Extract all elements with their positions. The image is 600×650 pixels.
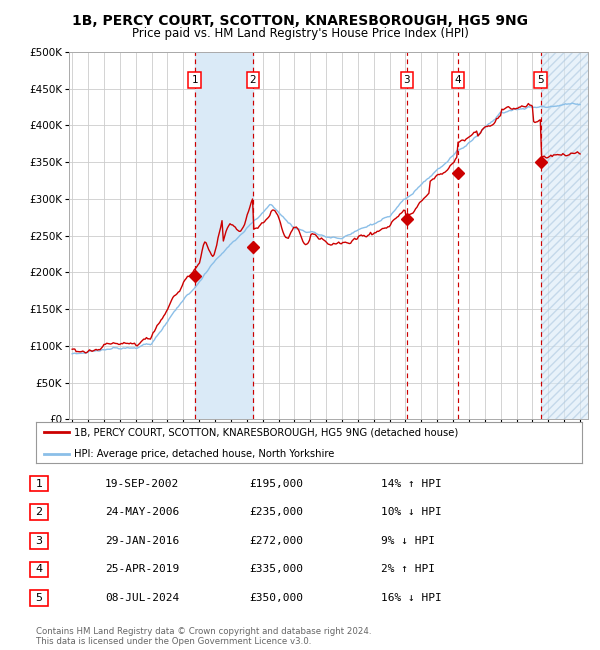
Bar (195, 52, 253, 419)
Text: 1B, PERCY COURT, SCOTTON, KNARESBOROUGH, HG5 9NG (detached house): 1B, PERCY COURT, SCOTTON, KNARESBOROUGH,… (74, 427, 458, 437)
Text: 1: 1 (191, 75, 198, 85)
Text: 3: 3 (35, 536, 43, 546)
Text: 5: 5 (538, 75, 544, 85)
Text: HPI: Average price, detached house, North Yorkshire: HPI: Average price, detached house, Nort… (74, 448, 335, 459)
Text: 24-MAY-2006: 24-MAY-2006 (105, 507, 179, 517)
Text: 1: 1 (35, 478, 43, 489)
Text: 25-APR-2019: 25-APR-2019 (105, 564, 179, 575)
Text: 4: 4 (455, 75, 461, 85)
Text: 1B, PERCY COURT, SCOTTON, KNARESBOROUGH, HG5 9NG: 1B, PERCY COURT, SCOTTON, KNARESBOROUGH,… (72, 14, 528, 29)
Text: 4: 4 (35, 564, 43, 575)
Text: £235,000: £235,000 (249, 507, 303, 517)
Text: £272,000: £272,000 (249, 536, 303, 546)
FancyBboxPatch shape (31, 533, 47, 549)
Text: 5: 5 (35, 593, 43, 603)
Text: 10% ↓ HPI: 10% ↓ HPI (381, 507, 442, 517)
Text: 2% ↑ HPI: 2% ↑ HPI (381, 564, 435, 575)
Text: 29-JAN-2016: 29-JAN-2016 (105, 536, 179, 546)
FancyBboxPatch shape (31, 562, 47, 577)
Text: £195,000: £195,000 (249, 478, 303, 489)
FancyBboxPatch shape (31, 476, 47, 491)
Text: 16% ↓ HPI: 16% ↓ HPI (381, 593, 442, 603)
Text: Price paid vs. HM Land Registry's House Price Index (HPI): Price paid vs. HM Land Registry's House … (131, 27, 469, 40)
Text: 9% ↓ HPI: 9% ↓ HPI (381, 536, 435, 546)
Bar (541, 52, 588, 419)
FancyBboxPatch shape (31, 504, 47, 520)
Text: 2: 2 (250, 75, 256, 85)
Text: 08-JUL-2024: 08-JUL-2024 (105, 593, 179, 603)
Text: £335,000: £335,000 (249, 564, 303, 575)
Text: 3: 3 (403, 75, 410, 85)
Text: 19-SEP-2002: 19-SEP-2002 (105, 478, 179, 489)
Text: Contains HM Land Registry data © Crown copyright and database right 2024.
This d: Contains HM Land Registry data © Crown c… (36, 627, 371, 646)
Text: 14% ↑ HPI: 14% ↑ HPI (381, 478, 442, 489)
Text: £350,000: £350,000 (249, 593, 303, 603)
FancyBboxPatch shape (31, 590, 47, 606)
Text: 2: 2 (35, 507, 43, 517)
